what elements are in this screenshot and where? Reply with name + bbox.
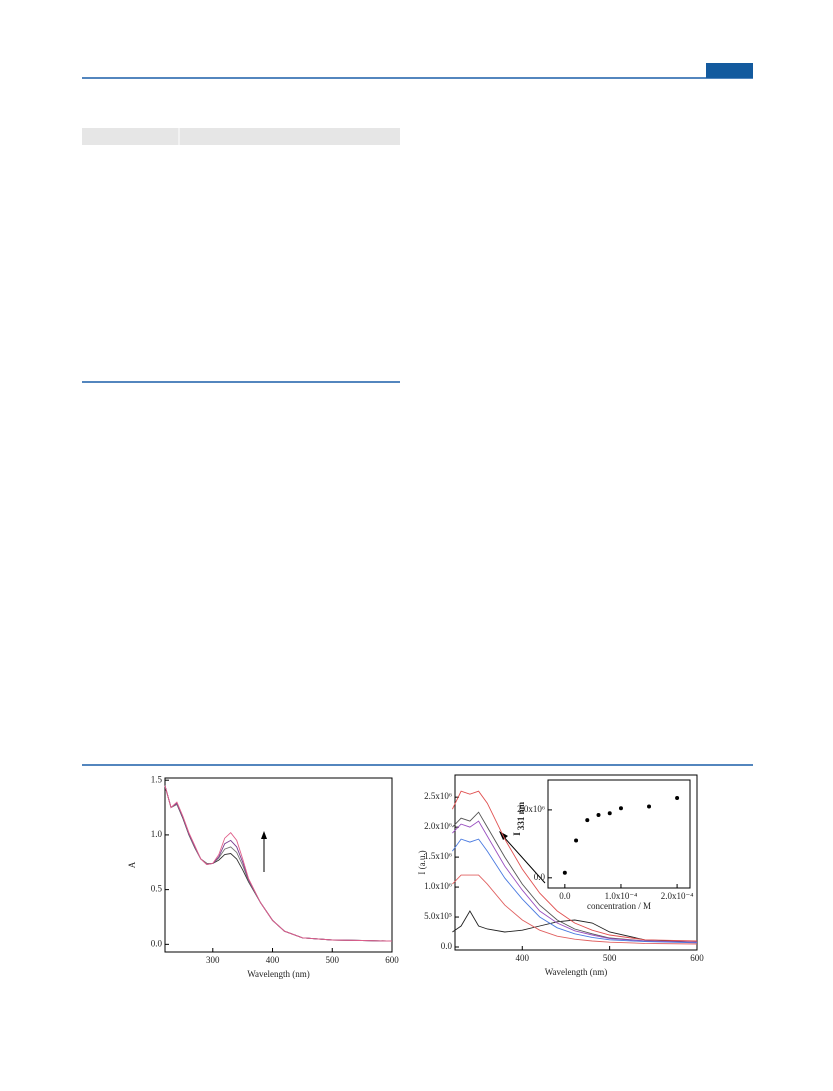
x-tick-label: 600 — [385, 955, 399, 965]
x-axis-label: Wavelength (nm) — [545, 967, 608, 977]
y-tick-label: 0.5 — [151, 884, 163, 894]
x-tick-label: 2.0x10⁻⁴ — [661, 891, 694, 901]
y-tick-label: 1.0 — [151, 829, 163, 839]
scatter-point — [618, 806, 623, 811]
series-line — [451, 790, 698, 942]
x-axis-label: concentration / M — [587, 901, 651, 911]
x-tick-label: 400 — [516, 953, 530, 963]
x-tick-label: 500 — [326, 955, 340, 965]
series-line — [164, 785, 393, 942]
x-tick-label: 0.0 — [559, 891, 571, 901]
x-tick-label: 600 — [690, 953, 704, 963]
arrow — [502, 835, 546, 884]
y-tick-label: 2.0x10⁶ — [517, 804, 545, 814]
series-line — [452, 910, 698, 943]
series-line — [452, 820, 698, 943]
y-tick-label: 2.0x10⁶ — [424, 821, 452, 831]
header-tab — [706, 63, 753, 78]
arrow-head — [261, 831, 267, 839]
y-tick-label: 5.0x10⁵ — [424, 911, 452, 921]
scatter-point — [647, 804, 652, 809]
plot-frame — [164, 777, 393, 953]
y-axis-label-sub: 331 nm — [516, 801, 526, 830]
x-tick-label: 400 — [266, 955, 280, 965]
series-line — [452, 874, 698, 945]
y-tick-label: 1.5 — [151, 774, 163, 784]
scatter-point — [596, 812, 601, 817]
y-tick-label: 0.0 — [151, 938, 163, 948]
plot-frame — [454, 774, 698, 951]
y-tick-label: 2.5x10⁶ — [424, 791, 452, 801]
scatter-point — [607, 811, 612, 816]
series-line — [452, 838, 698, 944]
x-tick-label: 1.0x10⁻⁴ — [605, 891, 638, 901]
x-tick-label: 300 — [206, 955, 220, 965]
scatter-point — [562, 870, 567, 875]
plot-frame — [547, 779, 691, 889]
y-tick-label: 1.0x10⁶ — [424, 881, 452, 891]
y-axis-label: I (a.u.) — [417, 850, 427, 874]
series-line — [164, 785, 393, 942]
x-axis-label: Wavelength (nm) — [247, 969, 310, 979]
scatter-point — [675, 796, 680, 800]
y-axis-label: I — [512, 832, 522, 836]
series-line — [164, 785, 393, 942]
scatter-point — [585, 818, 590, 823]
scatter-point — [574, 838, 579, 843]
y-tick-label: 0.0 — [441, 941, 453, 951]
y-tick-label: 1.5x10⁶ — [424, 851, 452, 861]
series-line — [452, 811, 698, 943]
series-line — [164, 785, 393, 942]
table-header — [82, 128, 400, 145]
y-tick-label: 0.0 — [534, 872, 546, 882]
x-tick-label: 500 — [603, 953, 617, 963]
y-axis-label: A — [127, 861, 137, 868]
